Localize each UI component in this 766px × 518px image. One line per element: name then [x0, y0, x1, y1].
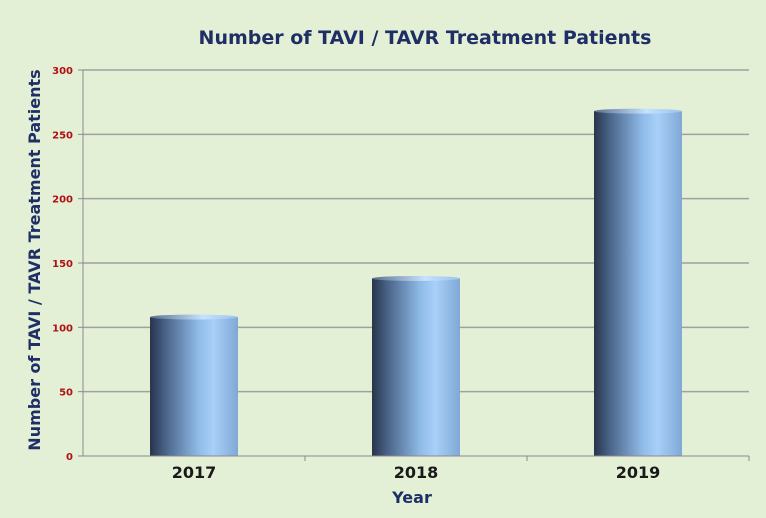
y-tick-label: 150	[52, 259, 73, 270]
y-tick-label: 250	[52, 130, 73, 141]
bar-2018	[372, 278, 460, 456]
x-tick-label: 2017	[172, 463, 217, 482]
y-tick-label: 50	[59, 388, 73, 399]
y-axis-ticks: 0 50 100 150 200 250 300	[52, 66, 83, 463]
y-tick-label: 300	[52, 66, 73, 77]
chart-title: Number of TAVI / TAVR Treatment Patients	[199, 27, 652, 49]
x-tick-label: 2018	[394, 463, 439, 482]
x-axis-label: Year	[391, 488, 432, 507]
bar-cap-2018	[372, 275, 460, 281]
y-tick-label: 200	[52, 195, 73, 206]
bars	[150, 108, 682, 456]
bar-2017	[150, 317, 238, 456]
x-tick-label: 2019	[616, 463, 661, 482]
y-tick-label: 0	[66, 452, 73, 463]
x-axis-ticks: 2017 2018 2019	[172, 456, 750, 482]
bar-cap-2017	[150, 314, 238, 320]
bar-cap-2019	[594, 108, 682, 114]
y-axis-label: Number of TAVI / TAVR Treatment Patients	[25, 69, 44, 450]
bar-2019	[594, 111, 682, 456]
y-tick-label: 100	[52, 323, 73, 334]
